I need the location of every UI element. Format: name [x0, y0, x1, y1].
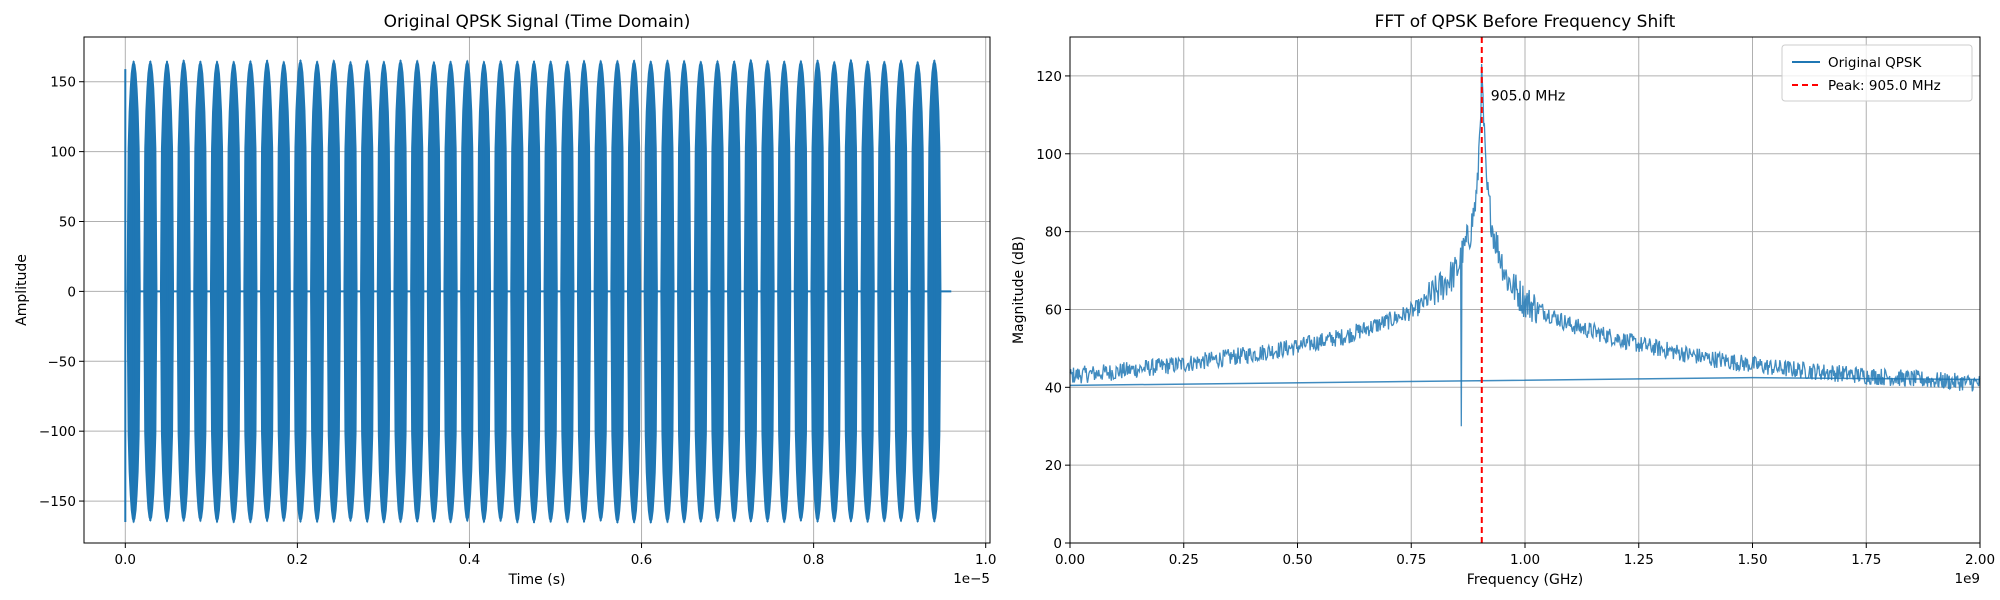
- fft-grid: [1069, 37, 1981, 544]
- fft-wraparound-line: [1069, 376, 1981, 387]
- fft-signal-series: [1069, 63, 1981, 427]
- time-domain-y-ticks: −150 −100 −50 0 50 100 150: [39, 75, 84, 510]
- fft-legend: Original QPSK Peak: 905.0 MHz: [1781, 44, 1973, 102]
- x-tick-label: 0.0: [115, 552, 136, 568]
- time-domain-x-offset-text: 1e−5: [953, 571, 990, 587]
- x-tick-label: 0.50: [1282, 552, 1312, 568]
- y-tick-label: 100: [1036, 147, 1062, 163]
- time-domain-signal-series: [124, 58, 952, 525]
- legend-label-original-qpsk: Original QPSK: [1828, 55, 1922, 71]
- y-tick-label: −100: [39, 424, 76, 440]
- x-tick-label: 0.75: [1396, 552, 1426, 568]
- fft-panel: 905.0 MHz 0.00 0.25 0.50 0.75 1.00 1.25 1.50 1.…: [1011, 12, 1995, 588]
- x-tick-label: 0.00: [1055, 552, 1085, 568]
- time-domain-x-axis-label: Time (s): [508, 572, 566, 588]
- fft-y-axis-label: Magnitude (dB): [1011, 236, 1027, 344]
- y-tick-label: 50: [59, 215, 76, 231]
- y-tick-label: 0: [1053, 536, 1062, 552]
- y-tick-label: −50: [48, 354, 77, 370]
- x-tick-label: 0.2: [287, 552, 308, 568]
- x-tick-label: 1.50: [1737, 552, 1767, 568]
- fft-title: FFT of QPSK Before Frequency Shift: [1375, 12, 1676, 32]
- y-tick-label: −150: [39, 494, 76, 510]
- time-domain-y-axis-label: Amplitude: [14, 254, 30, 326]
- fft-x-ticks: 0.00 0.25 0.50 0.75 1.00 1.25 1.50 1.75 2.00: [1055, 543, 1995, 568]
- y-tick-label: 100: [50, 145, 76, 161]
- time-domain-x-ticks: 0.0 0.2 0.4 0.6 0.8 1.0: [115, 543, 996, 568]
- x-tick-label: 0.4: [459, 552, 480, 568]
- x-tick-label: 1.75: [1851, 552, 1881, 568]
- y-tick-label: 60: [1045, 302, 1062, 318]
- fft-y-ticks: 0 20 40 60 80 100 120: [1036, 69, 1070, 552]
- y-tick-label: 0: [67, 284, 76, 300]
- fft-x-axis-label: Frequency (GHz): [1467, 572, 1583, 588]
- y-tick-label: 20: [1045, 458, 1062, 474]
- legend-box: [1781, 44, 1973, 102]
- x-tick-label: 1.0: [975, 552, 996, 568]
- y-tick-label: 40: [1045, 380, 1062, 396]
- time-domain-panel: 0.0 0.2 0.4 0.6 0.8 1.0 −150−100−50050100150 …: [14, 12, 996, 588]
- x-tick-label: 1.25: [1624, 552, 1654, 568]
- legend-label-peak: Peak: 905.0 MHz: [1828, 78, 1941, 94]
- time-domain-axes-frame: [83, 36, 991, 544]
- time-domain-title: Original QPSK Signal (Time Domain): [384, 12, 691, 32]
- x-tick-label: 0.25: [1169, 552, 1199, 568]
- x-tick-label: 1.00: [1510, 552, 1540, 568]
- y-tick-label: 150: [50, 75, 76, 91]
- fft-x-offset-text: 1e9: [1955, 571, 1980, 587]
- y-tick-label: 120: [1036, 69, 1062, 85]
- fft-magnitude-line: [1069, 63, 1981, 427]
- fft-peak-annotation: 905.0 MHz: [1491, 88, 1565, 104]
- y-tick-label: 80: [1045, 225, 1062, 241]
- x-tick-label: 2.00: [1965, 552, 1995, 568]
- x-tick-label: 0.6: [631, 552, 652, 568]
- x-tick-label: 0.8: [803, 552, 824, 568]
